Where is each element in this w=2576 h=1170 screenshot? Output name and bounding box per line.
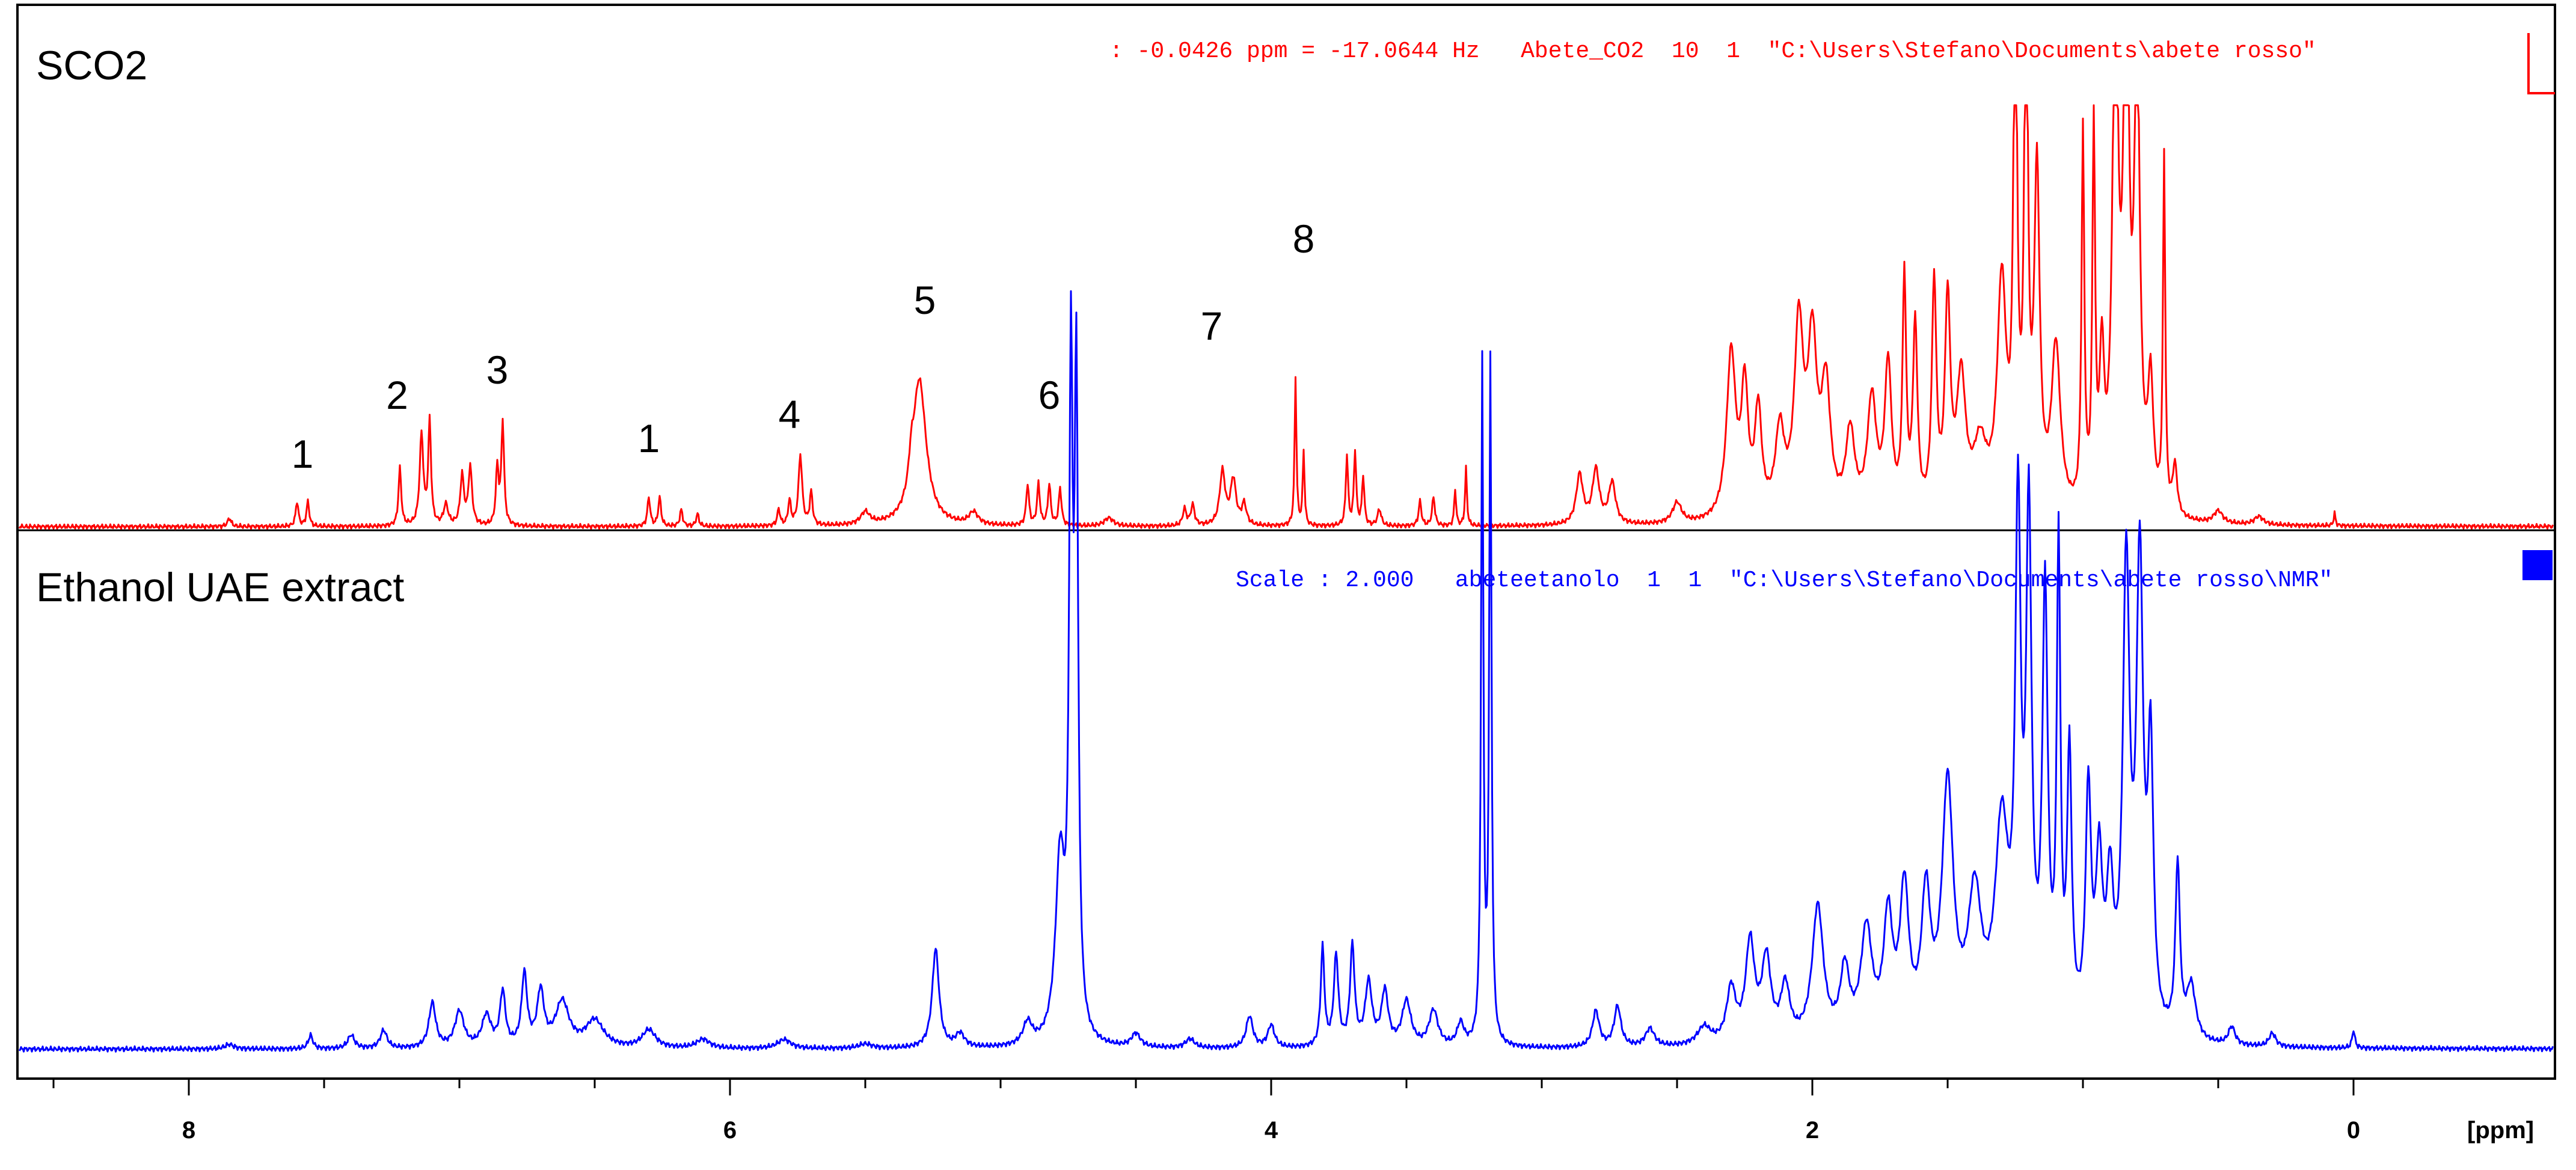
peak-label-2: 2 — [386, 373, 408, 417]
x-tick-label: 2 — [1806, 1117, 1819, 1144]
x-tick-label: 6 — [723, 1117, 737, 1144]
panel-header-sco2: : -0.0426 ppm = -17.0644 Hz Abete_CO2 10… — [1109, 38, 2316, 64]
peak-label-8: 8 — [1293, 216, 1315, 261]
series-line-sco2 — [18, 104, 2554, 530]
x-axis: 8 6 4 2 0 — [17, 1077, 2555, 1144]
x-tick-label: 0 — [2347, 1117, 2360, 1144]
peak-label-5: 5 — [914, 278, 936, 322]
x-axis-unit: [ppm] — [2467, 1117, 2534, 1144]
header-mark-red — [2527, 33, 2555, 94]
plot-frame — [16, 4, 2556, 1080]
peak-label-3: 3 — [486, 348, 509, 392]
spectra-layer — [18, 104, 2554, 1053]
panel-label-ethanol: Ethanol UAE extract — [36, 565, 404, 610]
x-tick-label: 4 — [1265, 1117, 1278, 1144]
peak-label-4: 4 — [779, 392, 801, 436]
panel-label-sco2: SCO2 — [36, 43, 147, 88]
peak-label-1: 1 — [638, 416, 660, 461]
peak-label-7: 7 — [1201, 304, 1223, 348]
peak-label-6: 6 — [1038, 373, 1061, 417]
x-tick-label: 8 — [182, 1117, 195, 1144]
peak-label-1: 1 — [292, 432, 314, 476]
header-mark-blue — [2522, 550, 2553, 580]
peak-labels: 1 2 3 1 4 5 6 7 8 — [292, 216, 1315, 476]
panel-header-ethanol: Scale : 2.000 abeteetanolo 1 1 "C:\Users… — [1236, 568, 2332, 593]
series-line-ethanol — [18, 290, 2554, 1053]
